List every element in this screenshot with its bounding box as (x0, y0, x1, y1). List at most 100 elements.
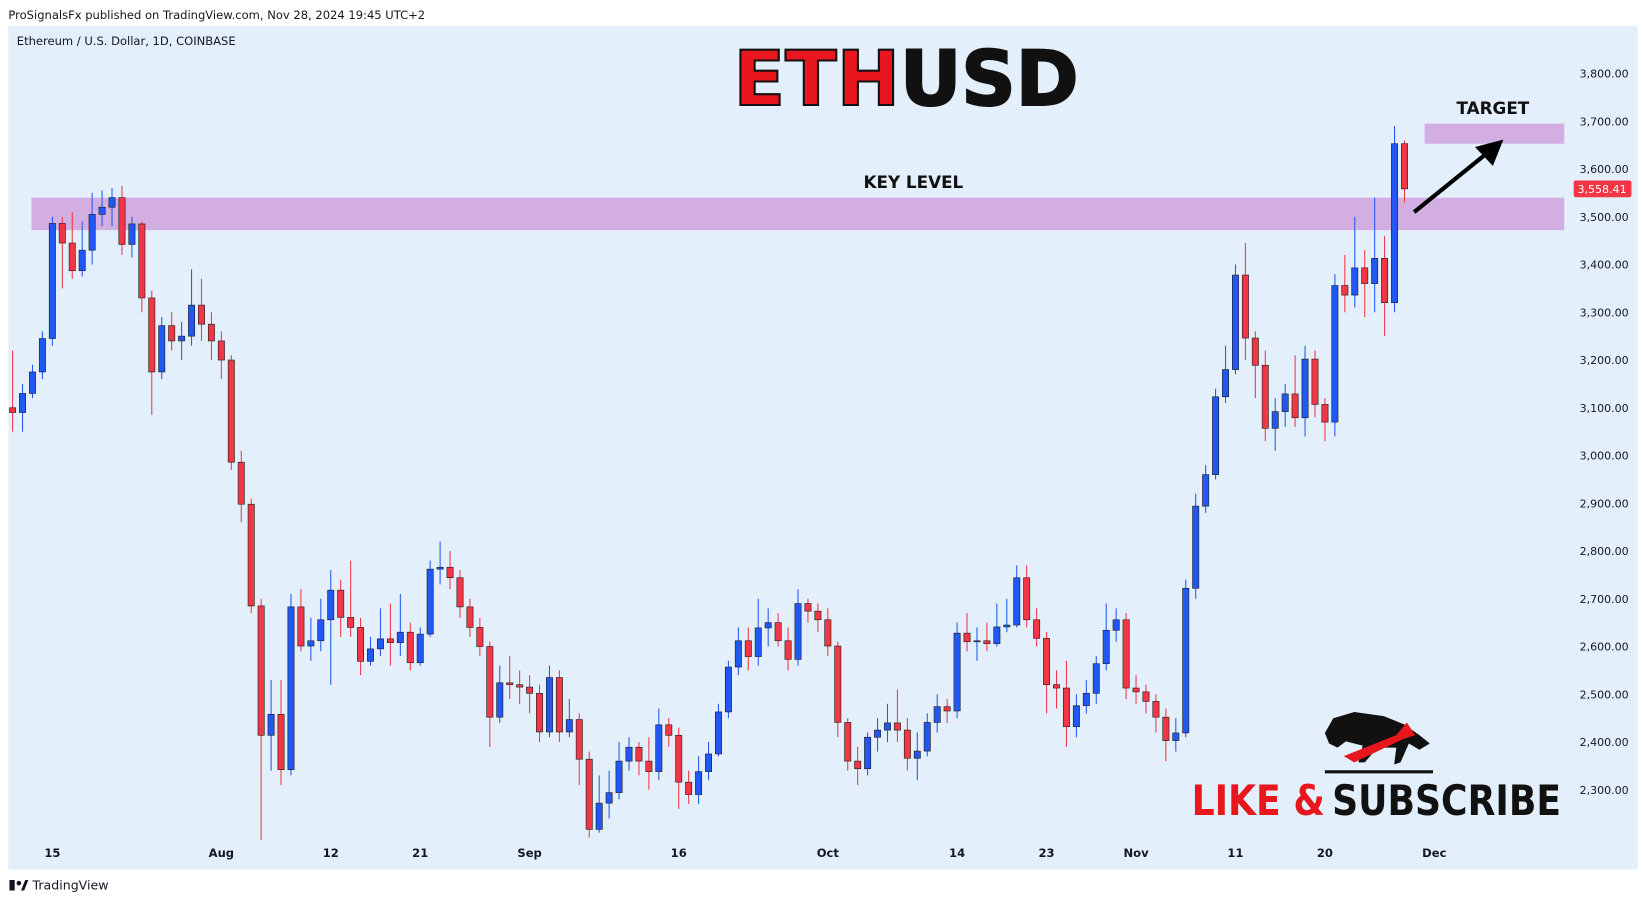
cta-part: SUBSCRIBE (1332, 776, 1561, 825)
candle-body (496, 682, 504, 718)
title-part: ETH (734, 35, 900, 123)
x-tick-label: Oct (817, 846, 840, 860)
candle-body (426, 568, 434, 635)
candle-body (98, 206, 106, 215)
candle-body (198, 304, 205, 325)
candle-body (287, 606, 295, 771)
candle-body (1351, 267, 1359, 296)
x-tick-label: 12 (323, 846, 339, 860)
zone (31, 197, 1565, 231)
candle-body (237, 461, 245, 505)
candle-body (88, 214, 96, 251)
x-tick-label: Nov (1123, 846, 1149, 860)
candle-body (1331, 285, 1339, 423)
candle-body (1222, 369, 1229, 398)
x-tick-label: 21 (412, 846, 428, 860)
y-tick-label: 2,400.00 (1580, 736, 1629, 749)
candle-body (963, 632, 971, 643)
last-price-label: 3,558.41 (1578, 183, 1627, 196)
candle-body (575, 719, 583, 760)
candle-body (983, 640, 991, 644)
candle-body (277, 713, 285, 771)
candle-body (1072, 705, 1080, 728)
candle-body (337, 589, 345, 618)
candle-body (1053, 684, 1060, 689)
candle-body (993, 626, 1001, 644)
candle-body (903, 729, 911, 759)
y-tick-label: 2,300.00 (1580, 784, 1629, 797)
candle-body (854, 760, 862, 770)
candle-body (48, 223, 56, 339)
candle-body (635, 746, 643, 762)
candle-body (1381, 257, 1389, 304)
candle-body (1182, 587, 1190, 734)
candle-body (108, 197, 116, 208)
candle-body (1281, 393, 1289, 412)
candle-body (834, 645, 842, 723)
candle-body (1152, 701, 1160, 718)
candle-body (655, 724, 663, 772)
arrow-head (1475, 139, 1504, 166)
candle-body (1082, 692, 1090, 707)
x-tick-label: 15 (44, 846, 60, 860)
candle-body (1112, 619, 1120, 631)
candle-body (953, 632, 961, 712)
y-tick-label: 2,800.00 (1580, 545, 1629, 558)
candle-body (128, 223, 136, 245)
x-tick-label: 14 (949, 846, 965, 860)
x-tick-label: 11 (1227, 846, 1243, 860)
candle-body (9, 407, 17, 413)
candle-body (1401, 143, 1408, 190)
footer-logo (9, 879, 29, 891)
candle-body (1341, 285, 1349, 296)
candle-body (1311, 358, 1319, 405)
footer-text: TradingView (32, 877, 109, 892)
candle-body (1122, 619, 1130, 689)
candle-body (376, 638, 384, 650)
candle-body (625, 746, 633, 762)
candle-body (1301, 358, 1309, 419)
candle-body (416, 633, 424, 664)
x-tick-label: Dec (1422, 846, 1446, 860)
publish-info: ProSignalsFx published on TradingView.co… (8, 8, 425, 22)
candle-body (1003, 624, 1011, 628)
candle-body (1033, 619, 1041, 639)
y-tick-label: 3,000.00 (1580, 450, 1629, 463)
candle-body (884, 722, 891, 731)
candle-body (555, 677, 563, 733)
chart-title: ETHUSD (734, 35, 1079, 123)
logo-slash (20, 879, 29, 891)
candle-body (367, 648, 374, 662)
candle-body (138, 223, 146, 299)
candle-body (565, 719, 573, 733)
x-tick-label: 23 (1039, 846, 1055, 860)
candle-body (1162, 716, 1170, 741)
candle-body (217, 340, 225, 361)
x-tick-label: Aug (209, 846, 234, 860)
candle-body (526, 686, 534, 694)
candle-body (456, 577, 464, 608)
candle-body (297, 606, 305, 647)
candle-body (1062, 687, 1070, 728)
candle-body (58, 223, 66, 244)
title-part: USD (900, 35, 1079, 123)
candle-body (804, 603, 812, 612)
candle-body (536, 692, 543, 733)
candle-body (1251, 337, 1259, 366)
candle-body (516, 684, 524, 688)
candle-body (1321, 404, 1329, 423)
y-tick-label: 2,600.00 (1580, 641, 1629, 654)
zone-label: TARGET (1457, 98, 1530, 118)
candle-body (1371, 257, 1379, 284)
logo-bar (9, 879, 15, 891)
candle-body (784, 640, 792, 660)
y-tick-label: 3,600.00 (1580, 163, 1629, 176)
candle-body (1202, 474, 1210, 507)
candle-body (317, 619, 325, 642)
candle-body (357, 627, 365, 662)
candle-body (1172, 732, 1180, 741)
y-tick-label: 2,900.00 (1580, 497, 1629, 510)
candle-body (973, 640, 981, 643)
candle-body (386, 638, 394, 644)
candle-body (933, 706, 941, 723)
